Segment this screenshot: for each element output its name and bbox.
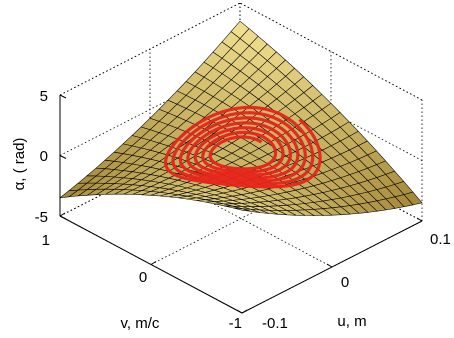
z-axis-label: α, ( rad): [11, 138, 28, 191]
z-tick-mark-1: [59, 155, 67, 159]
axes: [59, 94, 423, 314]
y-tick-mark-2: [59, 212, 66, 217]
y-tick-neg1: -1: [229, 315, 242, 332]
x-tick-mark-1: [326, 263, 333, 268]
x-tick-mark-2: [416, 217, 423, 222]
x-tick-0: 0: [341, 274, 349, 291]
z-tick-mark-2: [59, 94, 67, 99]
x-tick-0.1: 0.1: [430, 231, 451, 248]
y-axis-label: v, m/c: [121, 315, 160, 332]
surface-cell-399: [232, 207, 252, 212]
y-tick-mark-1: [150, 261, 157, 265]
trajectory-spiral: [164, 105, 322, 189]
z-tick-0: 0: [40, 148, 48, 165]
y-tick-0: 0: [139, 269, 147, 286]
z-tick-5: 5: [40, 88, 48, 105]
trajectory-path: [164, 105, 322, 189]
y-tick-mark-0: [241, 309, 248, 314]
y-tick-1: 1: [42, 232, 50, 249]
z-tick-mark-0: [59, 215, 67, 220]
x-axis-label: u, m: [337, 313, 366, 330]
x-tick-mark-0: [236, 309, 243, 314]
grid-z-wall-u-2: [59, 2, 241, 96]
z-tick-neg5: -5: [35, 209, 48, 226]
x-tick-neg0.1: -0.1: [262, 315, 288, 332]
